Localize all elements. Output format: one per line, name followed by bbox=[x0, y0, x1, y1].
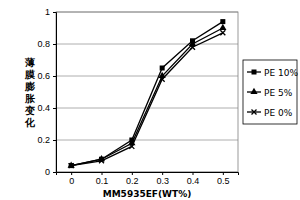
y-tick: 0.4 bbox=[37, 103, 56, 113]
grid-line bbox=[56, 140, 238, 141]
marker bbox=[160, 77, 165, 82]
y-tick-mark bbox=[53, 140, 56, 141]
series-line bbox=[71, 33, 223, 166]
marker-group bbox=[219, 24, 226, 30]
x-tick: 0 bbox=[69, 172, 74, 186]
x-tick-mark bbox=[162, 172, 163, 175]
x-axis-line bbox=[57, 173, 239, 176]
x-axis-title: MM5935EF(WT%) bbox=[103, 189, 192, 199]
x-tick-mark bbox=[132, 172, 133, 175]
marker-group bbox=[220, 30, 225, 35]
y-tick-label: 0.6 bbox=[37, 71, 50, 81]
grid bbox=[56, 12, 238, 172]
y-tick-mark bbox=[53, 172, 56, 173]
plot: 0 0.2 0.4 0.6 0.8 1 0 0.1 0.2 0.3 0.4 0.5 bbox=[37, 7, 238, 186]
marker bbox=[190, 45, 195, 50]
y-axis-line bbox=[53, 13, 57, 173]
x-tick-label: 0.4 bbox=[187, 176, 200, 186]
legend-marker bbox=[252, 70, 257, 75]
y-tick: 1 bbox=[45, 7, 56, 17]
legend-marker bbox=[250, 88, 257, 94]
x-tick-mark bbox=[223, 172, 224, 175]
marker bbox=[69, 163, 74, 168]
y-tick: 0.8 bbox=[37, 39, 56, 49]
x-tick-label: 0.3 bbox=[156, 176, 169, 186]
y-tick-label: 0.4 bbox=[37, 103, 50, 113]
legend-item: PE 10% bbox=[247, 68, 298, 78]
y-tick-label: 0.2 bbox=[37, 135, 50, 145]
series-group bbox=[68, 19, 227, 168]
y-axis-title: 薄膜膨胀变化 bbox=[24, 57, 36, 128]
y-tick-label: 1 bbox=[45, 7, 50, 17]
x-tick-label: 0.5 bbox=[217, 176, 230, 186]
marker bbox=[129, 144, 134, 149]
legend-marker-group bbox=[252, 110, 257, 115]
grid-line bbox=[56, 44, 238, 45]
legend-marker bbox=[252, 110, 257, 115]
x-tick: 0.3 bbox=[156, 172, 169, 186]
y-tick-label: 0.8 bbox=[37, 39, 50, 49]
y-tick-mark bbox=[53, 12, 56, 13]
marker-group bbox=[160, 66, 165, 71]
y-tick-mark bbox=[53, 76, 56, 77]
x-tick-label: 0.2 bbox=[126, 176, 139, 186]
x-tick: 0.1 bbox=[96, 172, 109, 186]
legend-item: PE 5% bbox=[247, 88, 293, 98]
marker-group bbox=[190, 45, 195, 50]
series-line bbox=[71, 28, 223, 166]
marker-group bbox=[99, 158, 104, 163]
x-tick: 0.4 bbox=[187, 172, 200, 186]
grid-line bbox=[56, 76, 238, 77]
marker bbox=[99, 158, 104, 163]
marker-group bbox=[69, 163, 74, 168]
marker bbox=[160, 66, 165, 71]
y-tick: 0.6 bbox=[37, 71, 56, 81]
y-axis: 0 0.2 0.4 0.6 0.8 1 bbox=[37, 7, 56, 177]
plot-frame bbox=[56, 12, 238, 172]
marker-group bbox=[220, 19, 225, 24]
marker bbox=[219, 24, 226, 30]
legend-label: PE 5% bbox=[264, 88, 293, 98]
x-axis: 0 0.1 0.2 0.3 0.4 0.5 bbox=[57, 172, 239, 186]
x-tick: 0.2 bbox=[126, 172, 139, 186]
x-tick-mark bbox=[193, 172, 194, 175]
legend: PE 10% PE 5% PE 0% bbox=[243, 60, 298, 124]
x-tick-mark bbox=[71, 172, 72, 175]
y-tick: 0.2 bbox=[37, 135, 56, 145]
legend-item: PE 0% bbox=[247, 108, 293, 118]
marker-group bbox=[129, 144, 134, 149]
marker bbox=[220, 30, 225, 35]
y-tick-mark bbox=[53, 44, 56, 45]
legend-label: PE 10% bbox=[264, 68, 298, 78]
legend-marker-group bbox=[252, 70, 257, 75]
series-line bbox=[71, 22, 223, 166]
chart: 0 0.2 0.4 0.6 0.8 1 0 0.1 0.2 0.3 0.4 0.5 MM5935EF(W… bbox=[0, 0, 300, 200]
x-tick-label: 0.1 bbox=[96, 176, 109, 186]
x-tick-label: 0 bbox=[69, 176, 74, 186]
x-tick: 0.5 bbox=[217, 172, 230, 186]
y-tick-mark bbox=[53, 108, 56, 109]
marker bbox=[220, 19, 225, 24]
y-tick-label: 0 bbox=[45, 167, 50, 177]
legend-marker-group bbox=[250, 88, 257, 94]
legend-label: PE 0% bbox=[264, 108, 293, 118]
x-tick-mark bbox=[102, 172, 103, 175]
marker-group bbox=[160, 77, 165, 82]
y-tick: 0 bbox=[45, 167, 56, 177]
